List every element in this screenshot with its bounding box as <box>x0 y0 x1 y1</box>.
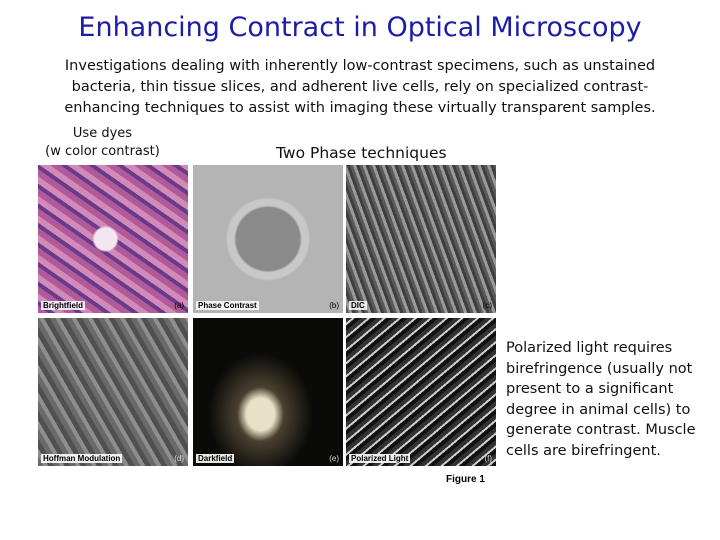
figure-caption: Figure 1 <box>446 474 485 485</box>
polarized-note: Polarized light requires birefringence (u… <box>506 338 696 461</box>
dyes-line: (w color contrast) <box>45 144 160 159</box>
polarized-line: present to a significant <box>506 381 674 397</box>
intro-line: enhancing techniques to assist with imag… <box>64 100 656 116</box>
phase-note: Two Phase techniques <box>276 144 447 162</box>
dyes-line: Use dyes <box>72 126 133 141</box>
slide-title: Enhancing Contract in Optical Microscopy <box>78 12 642 43</box>
panel-letter: (f) <box>484 454 492 463</box>
intro-line: Investigations dealing with inherently l… <box>64 58 656 74</box>
figure-panel: Hoffman Modulation (d) <box>38 318 188 466</box>
figure-panel: Phase Contrast (b) <box>193 165 343 313</box>
intro: Investigations dealing with inherently l… <box>20 56 700 119</box>
polarized-line: birefringence (usually not <box>506 360 693 377</box>
panel-letter: (e) <box>329 454 339 463</box>
panel-label: Phase Contrast <box>196 301 259 310</box>
panel-letter: (c) <box>482 301 492 310</box>
polarized-line: generate contrast. Muscle <box>506 422 696 438</box>
polarized-line: cells are birefringent. <box>506 442 661 459</box>
figure-panel: Polarized Light (f) <box>346 318 496 466</box>
panel-label: Hoffman Modulation <box>41 454 123 463</box>
polarized-line: degree in animal cells) to <box>506 401 691 418</box>
panel-letter: (b) <box>329 301 339 310</box>
panel-letter: (d) <box>174 454 184 463</box>
panel-label: DIC <box>349 301 367 310</box>
panel-letter: (a) <box>174 301 184 310</box>
panel-label: Brightfield <box>41 301 85 310</box>
dyes-note: Use dyes (w color contrast) <box>30 125 175 161</box>
panel-label: Darkfield <box>196 454 235 463</box>
figure-panel: Brightfield (a) <box>38 165 188 313</box>
figure-panel: DIC (c) <box>346 165 496 313</box>
intro-line: bacteria, thin tissue slices, and adhere… <box>71 79 649 95</box>
polarized-line: Polarized light requires <box>506 340 673 356</box>
figure-panel: Darkfield (e) <box>193 318 343 466</box>
panel-label: Polarized Light <box>349 454 411 463</box>
